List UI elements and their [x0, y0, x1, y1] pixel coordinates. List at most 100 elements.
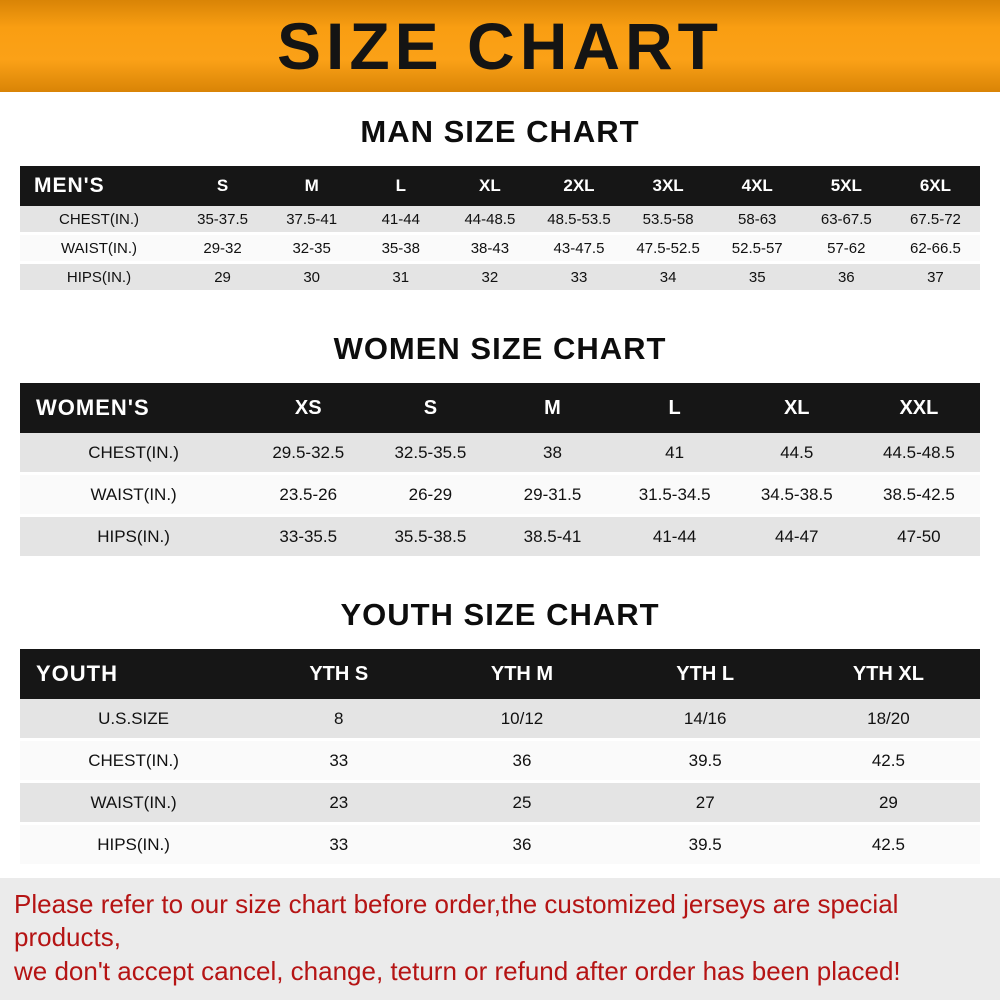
women-size-header-cell: M	[491, 383, 614, 433]
men-value-cell: 31	[356, 262, 446, 293]
men-value-cell: 35	[712, 262, 802, 293]
men-header-row: MEN'S S M L XL 2XL 3XL 4XL 5XL 6XL	[20, 166, 980, 206]
youth-value-cell: 23	[247, 781, 431, 825]
men-value-cell: 53.5-58	[623, 206, 713, 235]
men-size-header-cell: 5XL	[801, 166, 891, 206]
men-table-row: WAIST(IN.) 29-32 32-35 35-38 38-43 43-47.5 47.…	[20, 233, 980, 264]
youth-size-header-cell: YTH L	[613, 649, 797, 699]
size-chart-banner: SIZE CHART	[0, 0, 1000, 92]
men-value-cell: 63-67.5	[801, 206, 891, 235]
men-value-cell: 44-48.5	[445, 206, 535, 235]
women-value-cell: 34.5-38.5	[735, 473, 858, 517]
women-size-header-cell: XS	[247, 383, 370, 433]
women-row-label-cell: WAIST(IN.)	[20, 473, 248, 517]
men-value-cell: 33	[534, 262, 624, 293]
women-value-cell: 33-35.5	[247, 515, 370, 559]
youth-value-cell: 14/16	[613, 699, 797, 741]
banner-title: SIZE CHART	[277, 9, 723, 83]
women-section-heading: WOMEN SIZE CHART	[333, 331, 667, 366]
youth-size-table: YOUTH YTH S YTH M YTH L YTH XL U.S.SIZE 8 10/12…	[20, 649, 980, 867]
men-value-cell: 48.5-53.5	[534, 206, 624, 235]
women-table-row: WAIST(IN.) 23.5-26 26-29 29-31.5 31.5-34.5 34…	[20, 473, 980, 517]
youth-value-cell: 36	[430, 739, 614, 783]
women-value-cell: 47-50	[857, 515, 980, 559]
men-row-label-cell: HIPS(IN.)	[20, 262, 178, 293]
youth-value-cell: 8	[247, 699, 431, 741]
men-value-cell: 43-47.5	[534, 233, 624, 264]
men-value-cell: 35-37.5	[178, 206, 268, 235]
men-section-heading: MAN SIZE CHART	[360, 114, 640, 149]
youth-table-row: WAIST(IN.) 23 25 27 29	[20, 781, 980, 825]
youth-table-title-cell: YOUTH	[20, 649, 248, 699]
men-size-table: MEN'S S M L XL 2XL 3XL 4XL 5XL 6XL CHEST(IN.) 35-37…	[20, 166, 980, 293]
men-value-cell: 47.5-52.5	[623, 233, 713, 264]
youth-table-row: CHEST(IN.) 33 36 39.5 42.5	[20, 739, 980, 783]
men-size-header-cell: 3XL	[623, 166, 713, 206]
women-size-header-cell: L	[613, 383, 736, 433]
youth-row-label-cell: HIPS(IN.)	[20, 823, 248, 867]
men-value-cell: 67.5-72	[890, 206, 980, 235]
women-value-cell: 38.5-42.5	[857, 473, 980, 517]
men-value-cell: 38-43	[445, 233, 535, 264]
men-row-label-cell: WAIST(IN.)	[20, 233, 178, 264]
youth-value-cell: 27	[613, 781, 797, 825]
men-size-header-cell: M	[267, 166, 357, 206]
men-table-row: HIPS(IN.) 29 30 31 32 33 34 35 36 37	[20, 262, 980, 293]
women-value-cell: 38	[491, 433, 614, 475]
women-value-cell: 44.5	[735, 433, 858, 475]
youth-value-cell: 42.5	[796, 823, 980, 867]
men-value-cell: 29-32	[178, 233, 268, 264]
women-value-cell: 26-29	[369, 473, 492, 517]
disclaimer-line-2: we don't accept cancel, change, teturn o…	[14, 955, 901, 986]
youth-value-cell: 33	[247, 823, 431, 867]
men-value-cell: 30	[267, 262, 357, 293]
youth-table-row: U.S.SIZE 8 10/12 14/16 18/20	[20, 699, 980, 741]
youth-size-header-cell: YTH S	[247, 649, 431, 699]
men-value-cell: 58-63	[712, 206, 802, 235]
youth-size-header-cell: YTH M	[430, 649, 614, 699]
men-value-cell: 36	[801, 262, 891, 293]
youth-value-cell: 36	[430, 823, 614, 867]
women-value-cell: 44-47	[735, 515, 858, 559]
women-row-label-cell: HIPS(IN.)	[20, 515, 248, 559]
women-size-header-cell: XL	[735, 383, 858, 433]
men-value-cell: 41-44	[356, 206, 446, 235]
women-size-header-cell: XXL	[857, 383, 980, 433]
women-table-title-cell: WOMEN'S	[20, 383, 248, 433]
men-value-cell: 34	[623, 262, 713, 293]
women-value-cell: 23.5-26	[247, 473, 370, 517]
women-table-row: HIPS(IN.) 33-35.5 35.5-38.5 38.5-41 41-44 44-…	[20, 515, 980, 559]
women-value-cell: 41-44	[613, 515, 736, 559]
women-row-label-cell: CHEST(IN.)	[20, 433, 248, 475]
women-value-cell: 41	[613, 433, 736, 475]
youth-section-heading: YOUTH SIZE CHART	[340, 597, 660, 632]
women-value-cell: 29-31.5	[491, 473, 614, 517]
women-value-cell: 31.5-34.5	[613, 473, 736, 517]
men-table-title-cell: MEN'S	[20, 166, 178, 206]
youth-value-cell: 29	[796, 781, 980, 825]
section-men: MAN SIZE CHART MEN'S S M L XL 2XL 3XL 4XL 5XL 6XL C…	[20, 114, 980, 293]
men-size-header-cell: L	[356, 166, 446, 206]
men-value-cell: 29	[178, 262, 268, 293]
women-value-cell: 38.5-41	[491, 515, 614, 559]
men-value-cell: 37.5-41	[267, 206, 357, 235]
youth-row-label-cell: WAIST(IN.)	[20, 781, 248, 825]
men-value-cell: 57-62	[801, 233, 891, 264]
disclaimer-line-1: Please refer to our size chart before or…	[14, 889, 899, 953]
men-value-cell: 35-38	[356, 233, 446, 264]
women-table-row: CHEST(IN.) 29.5-32.5 32.5-35.5 38 41 44.5 44.5…	[20, 433, 980, 475]
youth-row-label-cell: U.S.SIZE	[20, 699, 248, 741]
men-value-cell: 37	[890, 262, 980, 293]
youth-header-row: YOUTH YTH S YTH M YTH L YTH XL	[20, 649, 980, 699]
section-youth: YOUTH SIZE CHART YOUTH YTH S YTH M YTH L YTH …	[20, 597, 980, 867]
disclaimer-note: Please refer to our size chart before or…	[0, 878, 1000, 1000]
men-size-header-cell: 2XL	[534, 166, 624, 206]
women-value-cell: 29.5-32.5	[247, 433, 370, 475]
youth-row-label-cell: CHEST(IN.)	[20, 739, 248, 783]
women-value-cell: 32.5-35.5	[369, 433, 492, 475]
men-value-cell: 62-66.5	[890, 233, 980, 264]
women-value-cell: 44.5-48.5	[857, 433, 980, 475]
men-table-row: CHEST(IN.) 35-37.5 37.5-41 41-44 44-48.5 48.5…	[20, 206, 980, 235]
youth-value-cell: 33	[247, 739, 431, 783]
men-value-cell: 32-35	[267, 233, 357, 264]
